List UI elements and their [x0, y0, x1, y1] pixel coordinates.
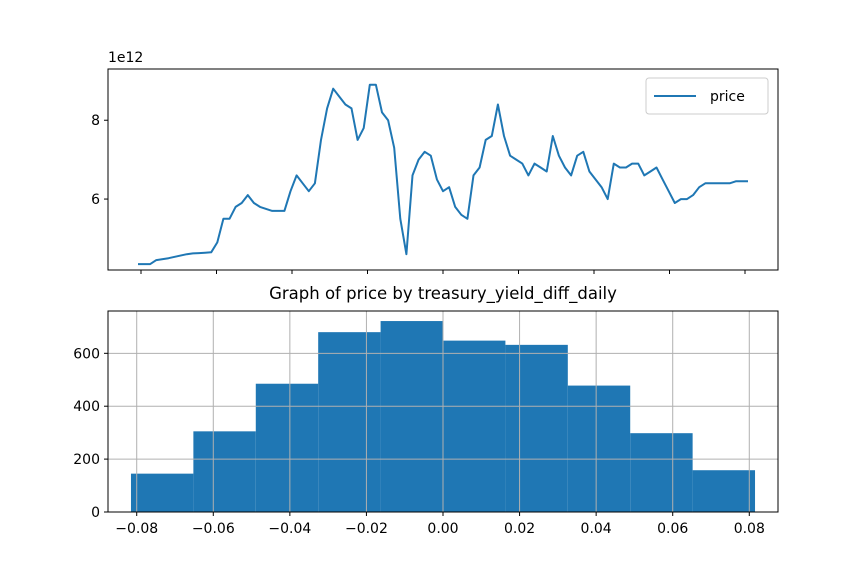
histogram-bar [130, 473, 194, 512]
y-tick-label: 6 [91, 192, 100, 208]
price-series-line [138, 83, 748, 266]
histogram-bar [692, 470, 756, 512]
legend: price [645, 77, 769, 115]
histogram-bar [193, 431, 256, 512]
y-tick-label: 0 [91, 505, 100, 521]
y-tick-label: 200 [73, 452, 100, 468]
histogram-bar [567, 385, 631, 512]
y-offset-label: 1e12 [108, 50, 143, 66]
legend-label-price: price [710, 89, 745, 105]
x-tick-label: −0.06 [192, 521, 235, 537]
x-tick-label: −0.08 [115, 521, 158, 537]
histogram-bar [505, 344, 568, 512]
x-tick-label: 0.04 [581, 521, 612, 537]
histogram-bar [380, 321, 443, 512]
price-line-chart: 68 1e12 price [91, 50, 779, 274]
x-tick-label: 0.06 [657, 521, 688, 537]
bottom-x-axis: −0.08 −0.06 −0.04 −0.02 0.00 0.02 0.04 0.06 0.08 [115, 512, 765, 537]
histogram-bar [318, 332, 381, 512]
y-tick-label: 400 [73, 399, 100, 415]
y-tick-label: 600 [73, 346, 100, 362]
histogram-title: Graph of price by treasury_yield_diff_da… [269, 284, 617, 304]
histogram-bar [630, 433, 693, 512]
x-tick-label: 0.02 [504, 521, 535, 537]
x-tick-label: 0.00 [427, 521, 458, 537]
top-y-axis: 68 [91, 113, 108, 208]
x-tick-label: −0.02 [345, 521, 388, 537]
y-tick-label: 8 [91, 113, 100, 129]
legend-frame [645, 77, 769, 115]
histogram-bar [443, 340, 506, 512]
histogram-chart: Graph of price by treasury_yield_diff_da… [73, 284, 779, 537]
x-tick-label: −0.04 [268, 521, 311, 537]
top-x-axis [140, 270, 746, 274]
bottom-y-axis: 0 200 400 600 [73, 346, 108, 521]
histogram-bar [255, 383, 319, 512]
price-series-layer [138, 83, 748, 266]
x-tick-label: 0.08 [734, 521, 765, 537]
